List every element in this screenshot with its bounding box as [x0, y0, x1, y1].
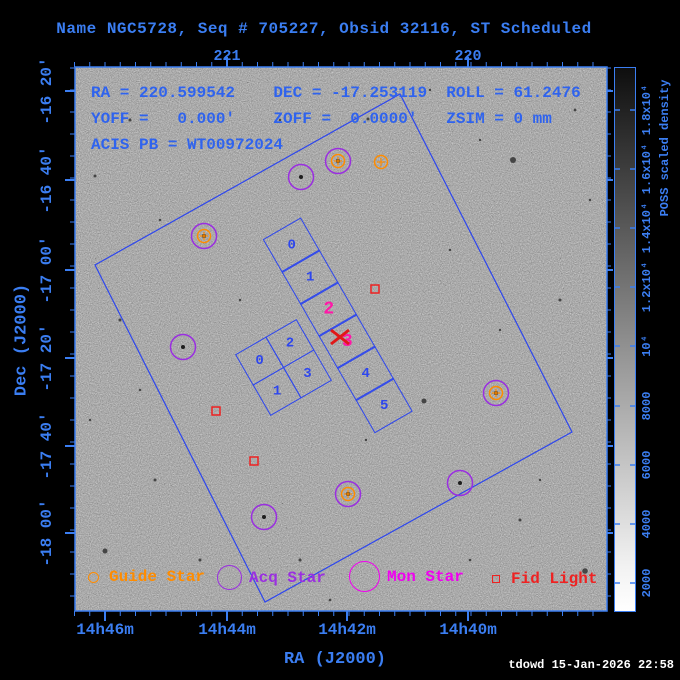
top-axis-tick-220: 220 — [454, 48, 482, 65]
user-timestamp: tdowd 15-Jan-2026 22:58 — [508, 658, 674, 672]
cb-tick-10k: 10⁴ — [640, 335, 654, 357]
acis-s-chip-label: 0 — [286, 237, 296, 254]
info-line-offsets: YOFF = 0.000' ZOFF = 0.0000' ZSIM = 0 mm — [91, 110, 552, 128]
info-line-acis-pb: ACIS PB = WT00972024 — [91, 136, 284, 154]
x-tick-14h44m: 14h44m — [198, 621, 256, 639]
cb-tick-6000: 6000 — [640, 450, 654, 480]
legend-fid-light-label: Fid Light — [511, 570, 598, 588]
legend-fid-light: Fid Light — [492, 570, 597, 588]
acis-i-chip-label: 2 — [285, 335, 295, 352]
plot-title: Name NGC5728, Seq # 705227, Obsid 32116,… — [56, 20, 592, 38]
mon-star-icon — [349, 561, 380, 592]
cb-tick-16k: 1.6x10⁴ — [640, 143, 654, 195]
cb-tick-4000: 4000 — [640, 509, 654, 539]
acq-star-icon — [217, 565, 242, 590]
acis-s-chip-label: 1 — [305, 269, 314, 286]
y-tick-1640: -16 40' — [38, 146, 56, 214]
cb-tick-8000: 8000 — [640, 391, 654, 421]
cb-tick-2000: 2000 — [640, 568, 654, 598]
y-tick-1800: -18 00' — [38, 499, 56, 567]
acis-s-chip-label: 3 — [341, 331, 352, 352]
acis-i-chip-label: 0 — [255, 352, 264, 369]
acis-i-chip-label: 3 — [303, 365, 312, 382]
legend-acq-star-label: Acq Star — [249, 568, 326, 587]
acis-i-chip-label: 1 — [272, 382, 282, 399]
x-tick-14h42m: 14h42m — [318, 621, 376, 639]
cb-tick-18k: 1.8x10⁴ — [640, 84, 654, 136]
intensity-colorbar[interactable] — [614, 67, 636, 612]
x-axis-label: RA (J2000) — [283, 650, 387, 669]
guide-star-icon — [88, 571, 99, 583]
y-tick-1700: -17 00' — [38, 236, 56, 304]
x-tick-14h40m: 14h40m — [439, 621, 497, 639]
legend-guide-star-label: Guide Star — [109, 568, 206, 586]
top-axis-tick-221: 221 — [213, 48, 241, 65]
y-tick-1620: -16 20' — [38, 57, 56, 125]
x-tick-14h46m: 14h46m — [76, 621, 134, 639]
acis-s-chip-label: 5 — [379, 397, 388, 414]
info-line-radec: RA = 220.599542 DEC = -17.253119 ROLL = … — [91, 84, 581, 102]
legend-acq-star: Acq Star — [217, 565, 326, 590]
acis-s-chip-label: 2 — [322, 299, 334, 320]
y-tick-1740: -17 40' — [38, 412, 56, 480]
fid-light-icon — [492, 575, 500, 583]
legend-mon-star: Mon Star — [349, 561, 464, 592]
cb-tick-12k: 1.2x10⁴ — [640, 261, 654, 313]
cb-tick-14k: 1.4x10⁴ — [640, 202, 654, 254]
legend-guide-star: Guide Star — [88, 568, 205, 586]
acis-s-chip-label: 4 — [360, 365, 370, 382]
legend-mon-star-label: Mon Star — [387, 567, 464, 586]
y-axis-label: Dec (J2000) — [12, 283, 32, 397]
colorbar-label: POSS scaled density — [658, 79, 672, 217]
y-tick-1720: -17 20' — [38, 324, 56, 392]
